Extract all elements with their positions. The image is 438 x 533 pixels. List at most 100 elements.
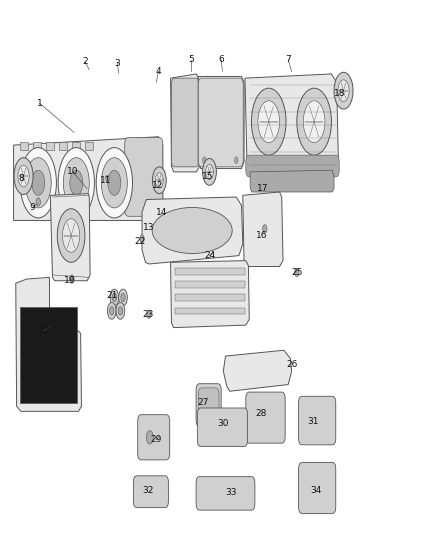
Text: 24: 24	[204, 251, 215, 260]
Text: 27: 27	[197, 399, 208, 407]
Text: 7: 7	[285, 55, 291, 64]
Bar	[33, 142, 41, 150]
Text: 8: 8	[18, 174, 24, 183]
Circle shape	[116, 303, 125, 319]
Circle shape	[57, 209, 85, 262]
Bar	[175, 294, 245, 301]
Polygon shape	[14, 137, 163, 221]
Text: 31: 31	[307, 417, 319, 426]
Ellipse shape	[152, 207, 232, 254]
Bar	[59, 142, 67, 150]
FancyBboxPatch shape	[196, 477, 255, 510]
Polygon shape	[170, 261, 249, 328]
Circle shape	[119, 289, 127, 306]
Text: 9: 9	[29, 204, 35, 212]
FancyBboxPatch shape	[299, 463, 336, 513]
Polygon shape	[16, 277, 81, 411]
Text: 28: 28	[256, 408, 267, 417]
Circle shape	[70, 170, 83, 195]
Text: 30: 30	[218, 418, 229, 427]
Circle shape	[121, 293, 125, 302]
Text: 32: 32	[142, 486, 153, 495]
Circle shape	[63, 219, 80, 252]
FancyBboxPatch shape	[138, 415, 170, 460]
Text: 10: 10	[67, 167, 78, 176]
FancyBboxPatch shape	[246, 392, 285, 443]
Text: 14: 14	[156, 207, 168, 216]
Text: 5: 5	[188, 55, 194, 64]
Bar	[72, 142, 80, 150]
FancyBboxPatch shape	[196, 384, 221, 426]
Polygon shape	[142, 197, 243, 264]
Circle shape	[202, 158, 216, 185]
Text: 23: 23	[142, 310, 153, 319]
Text: 25: 25	[291, 268, 303, 277]
FancyBboxPatch shape	[299, 396, 336, 445]
Bar	[175, 268, 245, 275]
Circle shape	[334, 72, 353, 109]
Circle shape	[107, 303, 116, 319]
Circle shape	[70, 275, 74, 283]
Polygon shape	[50, 193, 90, 281]
Text: 19: 19	[64, 276, 76, 285]
Circle shape	[110, 289, 119, 306]
Text: 21: 21	[106, 292, 117, 300]
FancyBboxPatch shape	[198, 408, 247, 447]
Bar	[46, 142, 54, 150]
Polygon shape	[250, 170, 334, 192]
Bar	[175, 308, 245, 314]
Circle shape	[251, 88, 286, 155]
Circle shape	[146, 431, 153, 444]
FancyBboxPatch shape	[198, 388, 219, 422]
Circle shape	[96, 148, 133, 218]
Circle shape	[18, 165, 29, 187]
Polygon shape	[245, 74, 338, 172]
Text: 33: 33	[226, 488, 237, 497]
Text: 4: 4	[155, 67, 161, 76]
Circle shape	[258, 101, 279, 143]
Text: 20: 20	[37, 327, 48, 335]
Text: 2: 2	[82, 57, 88, 66]
Circle shape	[263, 224, 267, 233]
FancyBboxPatch shape	[246, 155, 339, 177]
Text: 26: 26	[286, 360, 297, 369]
Bar	[175, 281, 245, 288]
Bar	[20, 306, 77, 403]
Circle shape	[338, 80, 349, 102]
Polygon shape	[170, 74, 200, 172]
Circle shape	[36, 198, 40, 206]
Circle shape	[110, 306, 114, 315]
Circle shape	[297, 88, 332, 155]
Circle shape	[20, 148, 57, 218]
Circle shape	[140, 235, 144, 243]
Circle shape	[101, 158, 127, 208]
Circle shape	[155, 173, 163, 188]
Bar	[85, 142, 93, 150]
Circle shape	[64, 158, 89, 208]
Circle shape	[108, 170, 121, 195]
Polygon shape	[198, 76, 244, 168]
Circle shape	[58, 148, 95, 218]
Text: 16: 16	[256, 231, 267, 240]
Text: 12: 12	[152, 181, 163, 190]
Text: 29: 29	[151, 435, 162, 445]
Text: 6: 6	[218, 55, 224, 64]
Text: 22: 22	[134, 237, 146, 246]
Circle shape	[25, 158, 51, 208]
Text: 15: 15	[202, 172, 214, 181]
Text: 13: 13	[143, 223, 155, 232]
Circle shape	[32, 170, 45, 195]
Text: 11: 11	[100, 176, 111, 185]
Circle shape	[205, 164, 213, 180]
FancyBboxPatch shape	[171, 78, 199, 167]
Text: 34: 34	[311, 486, 322, 495]
FancyBboxPatch shape	[125, 138, 163, 216]
Bar	[20, 142, 28, 150]
Circle shape	[147, 310, 151, 318]
Text: 1: 1	[37, 99, 42, 108]
Circle shape	[152, 167, 166, 193]
Circle shape	[295, 268, 299, 277]
Text: 18: 18	[334, 88, 346, 98]
FancyBboxPatch shape	[198, 78, 243, 167]
Polygon shape	[243, 192, 283, 266]
